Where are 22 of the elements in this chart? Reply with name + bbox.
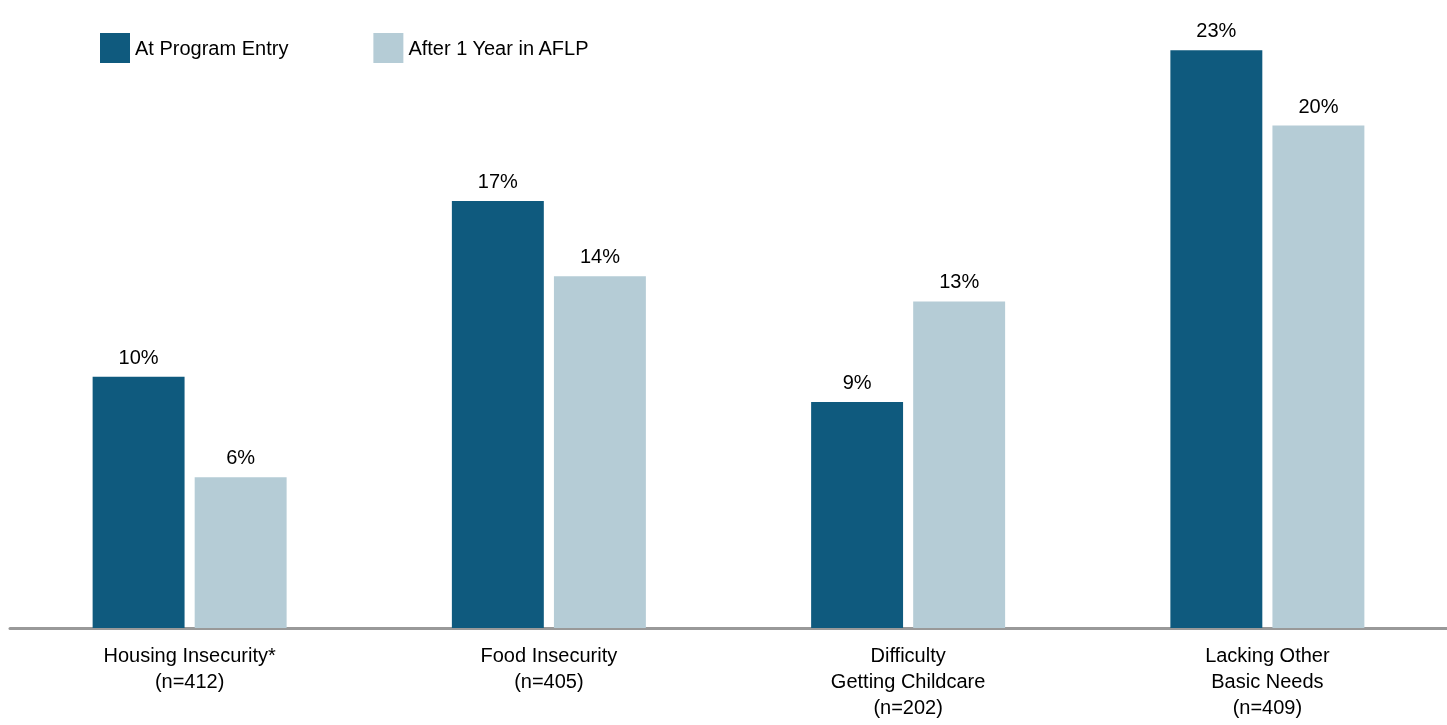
bar bbox=[92, 376, 185, 628]
bar bbox=[811, 401, 904, 628]
data-label: 17% bbox=[477, 169, 519, 192]
data-label: 20% bbox=[1298, 94, 1339, 117]
x-tick-label: Housing Insecurity* (n=412) bbox=[103, 644, 276, 692]
x-tick-label: Difficulty Getting Childcare (n=202) bbox=[830, 644, 986, 718]
legend-label: After 1 Year in AFLP bbox=[408, 37, 589, 59]
legend-label: At Program Entry bbox=[135, 37, 289, 59]
data-label: 13% bbox=[939, 270, 980, 293]
bar bbox=[553, 276, 646, 628]
data-label: 9% bbox=[842, 370, 872, 393]
data-label: 6% bbox=[226, 446, 256, 469]
data-label: 23% bbox=[1196, 19, 1237, 42]
bar bbox=[451, 200, 544, 628]
data-label: 10% bbox=[118, 345, 159, 368]
bar bbox=[1272, 125, 1365, 628]
bar bbox=[1170, 50, 1263, 628]
bar bbox=[194, 477, 287, 628]
bar bbox=[913, 301, 1006, 628]
data-label: 14% bbox=[579, 245, 621, 268]
x-tick-label: Food Insecurity (n=405) bbox=[480, 644, 618, 692]
x-tick-label: Lacking Other Basic Needs (n=409) bbox=[1205, 644, 1330, 718]
